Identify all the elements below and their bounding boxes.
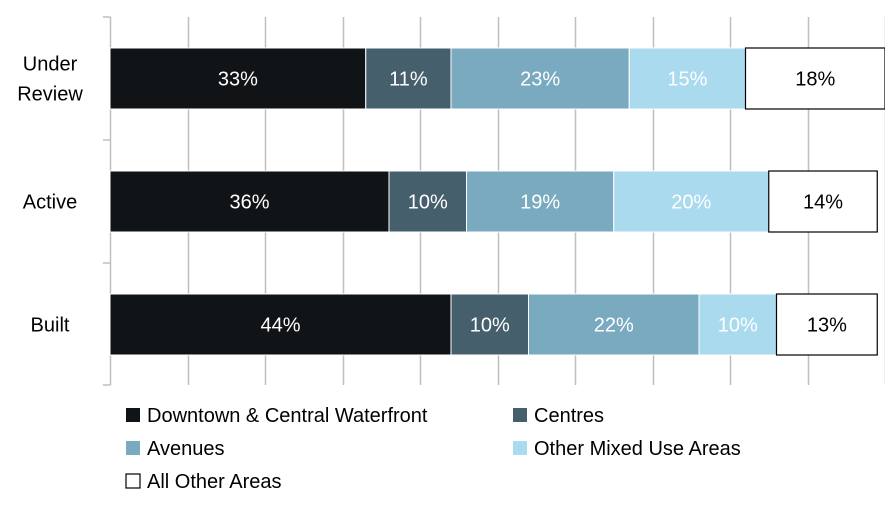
- bar-segment: [768, 170, 878, 233]
- bar-segment: [528, 293, 700, 356]
- data-label: 14%: [803, 192, 843, 214]
- data-label: 13%: [807, 315, 847, 337]
- data-label: 36%: [229, 192, 269, 214]
- bars: 33% 11% 23% 15% 18% 36% 10% 19% 20% 14% 44% 10% 22% 1…: [109, 47, 885, 356]
- legend-label: Centres: [534, 405, 604, 427]
- data-label: 20%: [671, 192, 711, 214]
- bar-segment: [613, 170, 770, 233]
- legend-swatch: [126, 408, 140, 422]
- bar-segment: [775, 293, 878, 356]
- bar-group: 44% 10% 22% 10% 13%: [109, 293, 878, 356]
- legend-swatch: [513, 408, 527, 422]
- legend: Downtown & Central Waterfront Centres Aven…: [125, 405, 741, 493]
- legend-item: Centres: [513, 405, 604, 427]
- bar-group: 36% 10% 19% 20% 14%: [109, 170, 878, 233]
- data-label: 15%: [667, 69, 707, 91]
- data-label: 22%: [594, 315, 634, 337]
- legend-item: All Other Areas: [125, 471, 282, 493]
- bar-segment: [698, 293, 777, 356]
- legend-label: Other Mixed Use Areas: [534, 438, 741, 460]
- legend-label: All Other Areas: [147, 471, 282, 493]
- category-label: Active: [23, 192, 77, 214]
- legend-swatch: [125, 473, 141, 489]
- bar-segment: [466, 170, 615, 233]
- legend-item: Downtown & Central Waterfront: [126, 405, 428, 427]
- data-label: 18%: [795, 69, 835, 91]
- legend-swatch: [126, 441, 140, 455]
- data-label: 11%: [389, 69, 428, 91]
- legend-label: Downtown & Central Waterfront: [147, 405, 428, 427]
- category-axis: [103, 16, 111, 386]
- data-label: 10%: [408, 192, 448, 214]
- data-label: 19%: [520, 192, 560, 214]
- data-label: 44%: [260, 315, 300, 337]
- legend-item: Avenues: [126, 438, 224, 460]
- category-label: Under: [23, 54, 78, 76]
- bar-segment: [744, 47, 885, 110]
- data-label: 10%: [470, 315, 510, 337]
- category-label: Built: [31, 315, 70, 337]
- data-label: 33%: [218, 69, 258, 91]
- data-label: 10%: [718, 315, 758, 337]
- bar-group: 33% 11% 23% 15% 18%: [109, 47, 885, 110]
- legend-label: Avenues: [147, 438, 224, 460]
- bar-segment: [450, 47, 630, 110]
- legend-item: Other Mixed Use Areas: [513, 438, 741, 460]
- legend-swatch: [513, 441, 527, 455]
- data-label: 23%: [520, 69, 560, 91]
- bar-segment: [109, 293, 452, 356]
- bar-segment: [388, 170, 467, 233]
- category-label: Review: [17, 84, 83, 106]
- category-labels: Under Review Active Built: [17, 54, 83, 337]
